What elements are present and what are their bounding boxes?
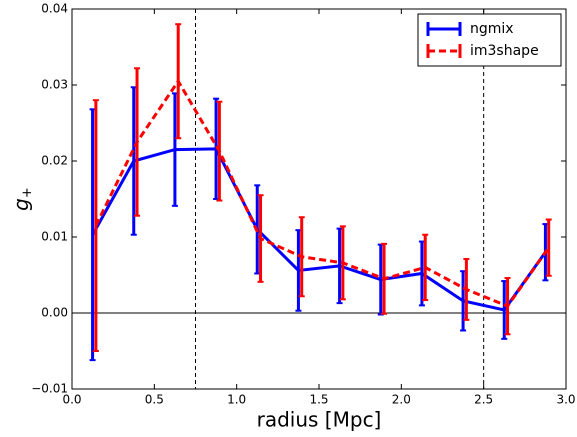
error-bar [339, 225, 346, 301]
x-tick-label: 2.5 [474, 393, 493, 407]
y-tick-label: −0.01 [31, 382, 68, 396]
legend-label: ngmix [470, 21, 514, 37]
x-tick-label: 3.0 [556, 393, 575, 407]
x-tick-label: 1.0 [227, 393, 246, 407]
error-bar [463, 258, 470, 321]
series-line [94, 78, 550, 308]
x-tick-label: 1.5 [309, 393, 328, 407]
y-tick-label: 0.01 [41, 230, 68, 244]
y-tick-label: 0.03 [41, 78, 68, 92]
legend-label: im3shape [470, 43, 539, 59]
y-tick-label: 0.02 [41, 154, 68, 168]
y-axis-label: g+ [9, 187, 35, 211]
error-bar [504, 277, 511, 336]
y-axis-label-main: g [9, 198, 33, 211]
error-bar [298, 216, 305, 298]
y-tick-label: 0.00 [41, 306, 68, 320]
y-tick-label: 0.04 [41, 2, 68, 16]
error-bar [216, 100, 223, 202]
error-bar [257, 194, 264, 283]
error-bar [381, 242, 388, 315]
error-bar [175, 23, 182, 140]
error-bar [92, 99, 99, 352]
legend-box [417, 13, 562, 67]
error-bar [134, 67, 141, 217]
error-bar [545, 218, 552, 277]
x-tick-label: 0.5 [145, 393, 164, 407]
x-axis-label: radius [Mpc] [257, 408, 382, 432]
series-line [91, 147, 547, 312]
y-axis-label-sub: + [20, 187, 35, 198]
x-tick-label: 2.0 [392, 393, 411, 407]
error-bar [422, 233, 429, 302]
x-tick-label: 0.0 [62, 393, 81, 407]
